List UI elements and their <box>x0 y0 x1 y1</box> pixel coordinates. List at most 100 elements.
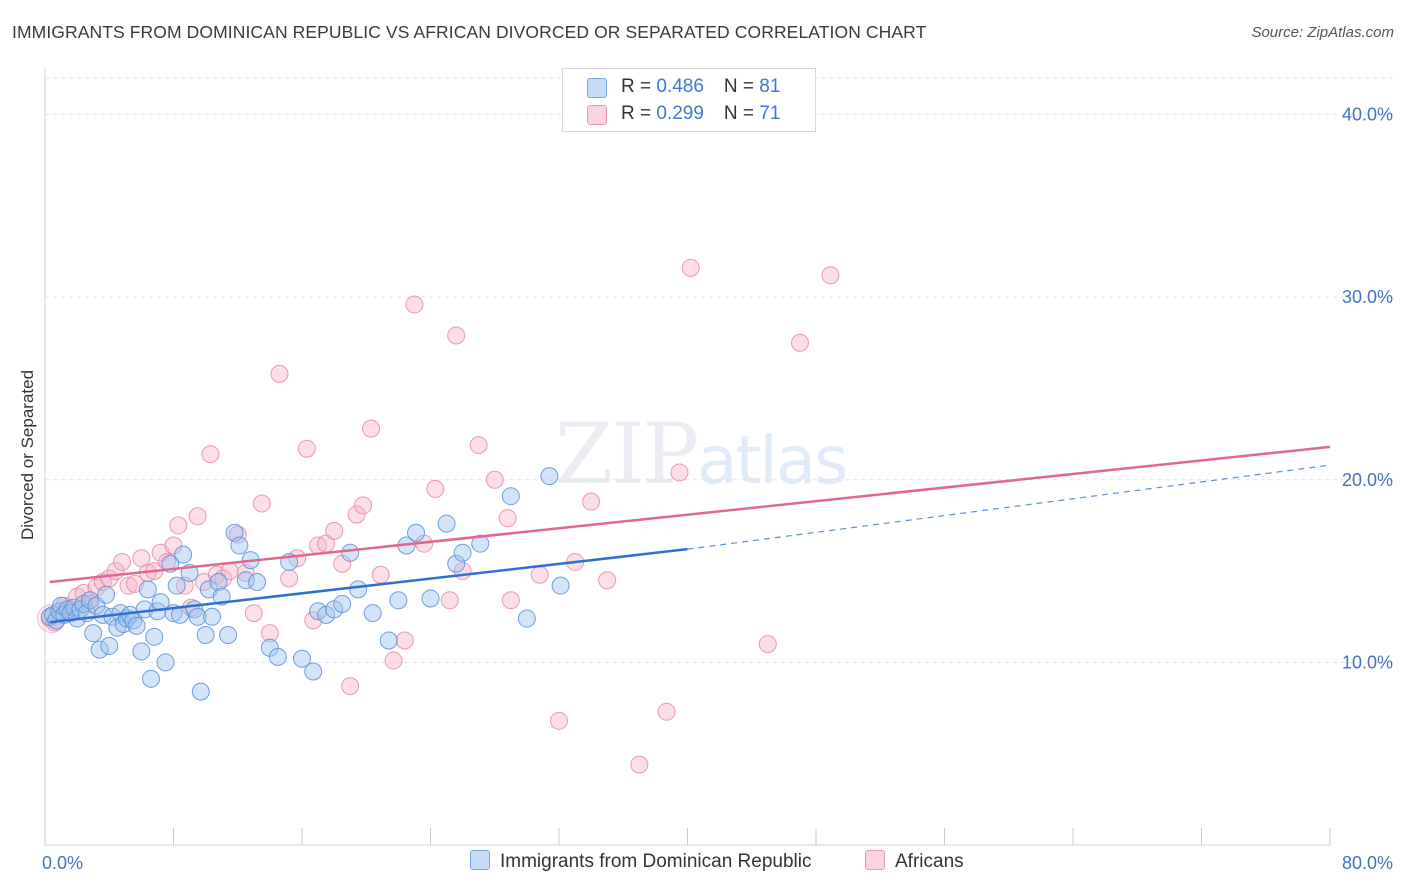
legend-r-value: 0.299 <box>656 103 704 124</box>
trend-lines <box>49 445 1331 624</box>
africans-point <box>530 565 549 584</box>
dominican-point <box>379 631 398 650</box>
bottom-legend-africans[interactable]: Africans <box>865 850 964 873</box>
dominican-point <box>209 573 228 592</box>
africans-point <box>405 295 424 314</box>
legend-text-dominican: R = 0.486 N = 81 <box>621 76 780 98</box>
legend-r-value: 0.486 <box>656 76 704 97</box>
africans-point <box>113 552 132 571</box>
africans-trend-line <box>49 445 1331 584</box>
africans-point <box>341 677 360 696</box>
africans-point <box>758 635 777 654</box>
africans-point <box>498 509 517 528</box>
watermark-zip: ZIP <box>555 405 699 503</box>
africans-point <box>347 505 366 524</box>
tick-labels: 10.0% 20.0% 30.0% 40.0% 0.0% 80.0% <box>42 105 1393 873</box>
africans-point <box>582 492 601 511</box>
africans-cluster-point <box>36 604 66 634</box>
dominican-point <box>517 609 536 628</box>
y-tick-label: 20.0% <box>1342 470 1393 490</box>
dominican-point <box>127 616 146 635</box>
series-africans-points <box>36 258 840 774</box>
dominican-point <box>100 636 119 655</box>
bottom-legend-swatch-africans <box>865 850 885 870</box>
y-tick-label: 40.0% <box>1342 105 1393 125</box>
africans-point <box>270 364 289 383</box>
africans-point <box>371 565 390 584</box>
africans-point <box>790 333 809 352</box>
bottom-legend-swatch-dominican <box>470 850 490 870</box>
legend-r-label: R = <box>621 76 657 97</box>
africans-point <box>362 419 381 438</box>
dominican-point <box>90 640 109 659</box>
watermark: ZIPatlas <box>555 405 849 503</box>
dominican-point <box>268 647 287 666</box>
bottom-legend-label-dominican: Immigrants from Dominican Republic <box>500 851 812 872</box>
dominican-trend-line <box>49 547 688 624</box>
africans-point <box>630 755 649 774</box>
africans-point <box>426 479 445 498</box>
source-label: Source: ZipAtlas.com <box>1251 24 1394 41</box>
dominican-point <box>447 554 466 573</box>
africans-point <box>214 569 233 588</box>
africans-point <box>297 439 316 458</box>
legend-r-label: R = <box>621 103 657 124</box>
correlation-legend: R = 0.486 N = 81 R = 0.299 N = 71 <box>562 68 816 132</box>
y-tick-label: 10.0% <box>1342 652 1393 672</box>
axes <box>44 68 1331 846</box>
dominican-point <box>540 467 559 486</box>
africans-point <box>598 571 617 590</box>
x-tick-label: 80.0% <box>1342 853 1393 873</box>
africans-point <box>201 445 220 464</box>
series-dominican-points <box>40 467 570 701</box>
legend-text-africans: R = 0.299 N = 71 <box>621 103 780 125</box>
x-tick-label: 0.0% <box>42 853 83 873</box>
africans-point <box>119 576 138 595</box>
africans-point <box>395 631 414 650</box>
dominican-point <box>196 625 215 644</box>
dominican-point <box>407 523 426 542</box>
dominican-point <box>58 600 77 619</box>
africans-point <box>384 651 403 670</box>
africans-point <box>188 507 207 526</box>
legend-n-label: N = <box>723 103 760 124</box>
africans-point <box>280 569 299 588</box>
dominican-point <box>293 649 311 668</box>
bottom-legend-dominican[interactable]: Immigrants from Dominican Republic <box>470 850 812 873</box>
dominican-point <box>167 576 186 595</box>
africans-point <box>164 536 183 555</box>
africans-point <box>657 702 676 721</box>
africans-point <box>244 604 263 623</box>
dominican-point <box>304 662 323 681</box>
africans-point <box>440 591 459 610</box>
dominican-point <box>248 573 267 592</box>
africans-point <box>681 258 700 277</box>
dominican-trend-extension <box>687 464 1331 550</box>
dominican-point <box>363 604 382 623</box>
dominican-point <box>138 580 157 599</box>
legend-n-value: 71 <box>759 103 781 124</box>
y-tick-label: 30.0% <box>1342 287 1393 307</box>
dominican-point <box>84 624 103 643</box>
legend-n-value: 81 <box>759 76 781 97</box>
africans-point <box>252 494 271 513</box>
africans-point <box>325 521 344 540</box>
africans-point <box>485 470 504 489</box>
africans-point <box>821 266 840 285</box>
africans-point <box>550 711 568 730</box>
legend-swatch-africans <box>587 105 607 125</box>
dominican-point <box>156 653 175 672</box>
dominican-point <box>236 571 255 590</box>
dominican-point <box>230 536 249 555</box>
dominican-point <box>349 580 368 599</box>
dominican-point <box>341 543 360 562</box>
dominican-point <box>97 585 116 604</box>
africans-point <box>469 436 488 455</box>
dominican-point <box>174 545 193 564</box>
dominican-point <box>132 642 151 661</box>
africans-point <box>169 516 188 535</box>
dominican-point <box>191 682 210 701</box>
dominican-point <box>551 576 570 595</box>
dominican-point <box>145 627 164 646</box>
dominican-point <box>188 607 207 626</box>
